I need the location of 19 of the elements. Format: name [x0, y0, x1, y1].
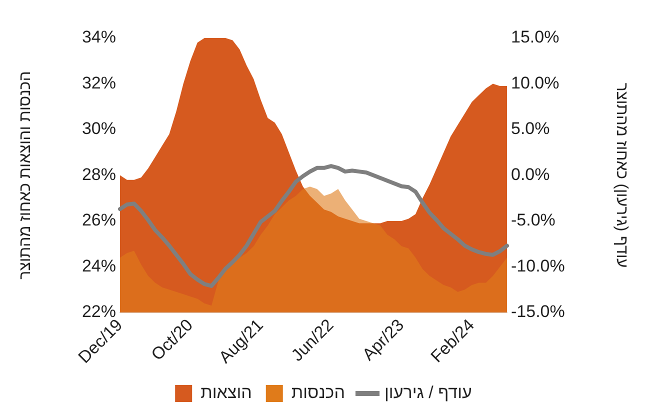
- legend-label: הכנסות: [291, 383, 346, 402]
- y2-tick-label: -5.0%: [511, 210, 556, 230]
- y-tick-label: 32%: [82, 73, 116, 92]
- y-tick-label: 30%: [82, 119, 116, 138]
- y-tick-label: 28%: [82, 164, 116, 184]
- y2-axis-title: עודף (גירעון) כאחוז מהתוצר: [612, 82, 630, 268]
- y-tick-label: 24%: [82, 256, 116, 276]
- y2-tick-label: -10.0%: [511, 256, 565, 276]
- y2-tick-label: 15.0%: [511, 28, 560, 47]
- y2-tick-label: 5.0%: [511, 119, 550, 138]
- y-tick-label: 26%: [82, 210, 116, 230]
- y-tick-label: 22%: [82, 302, 116, 322]
- legend-label: עודף / גירעון: [384, 383, 472, 402]
- legend-label: הוצאות: [200, 383, 252, 402]
- y2-tick-label: 0.0%: [511, 164, 550, 184]
- y-axis-title: הכנסות והוצאות כאחוז מהתוצר: [17, 71, 34, 280]
- y2-tick-label: 10.0%: [511, 73, 560, 92]
- y2-tick-label: -15.0%: [511, 302, 565, 322]
- y-tick-label: 34%: [82, 28, 116, 47]
